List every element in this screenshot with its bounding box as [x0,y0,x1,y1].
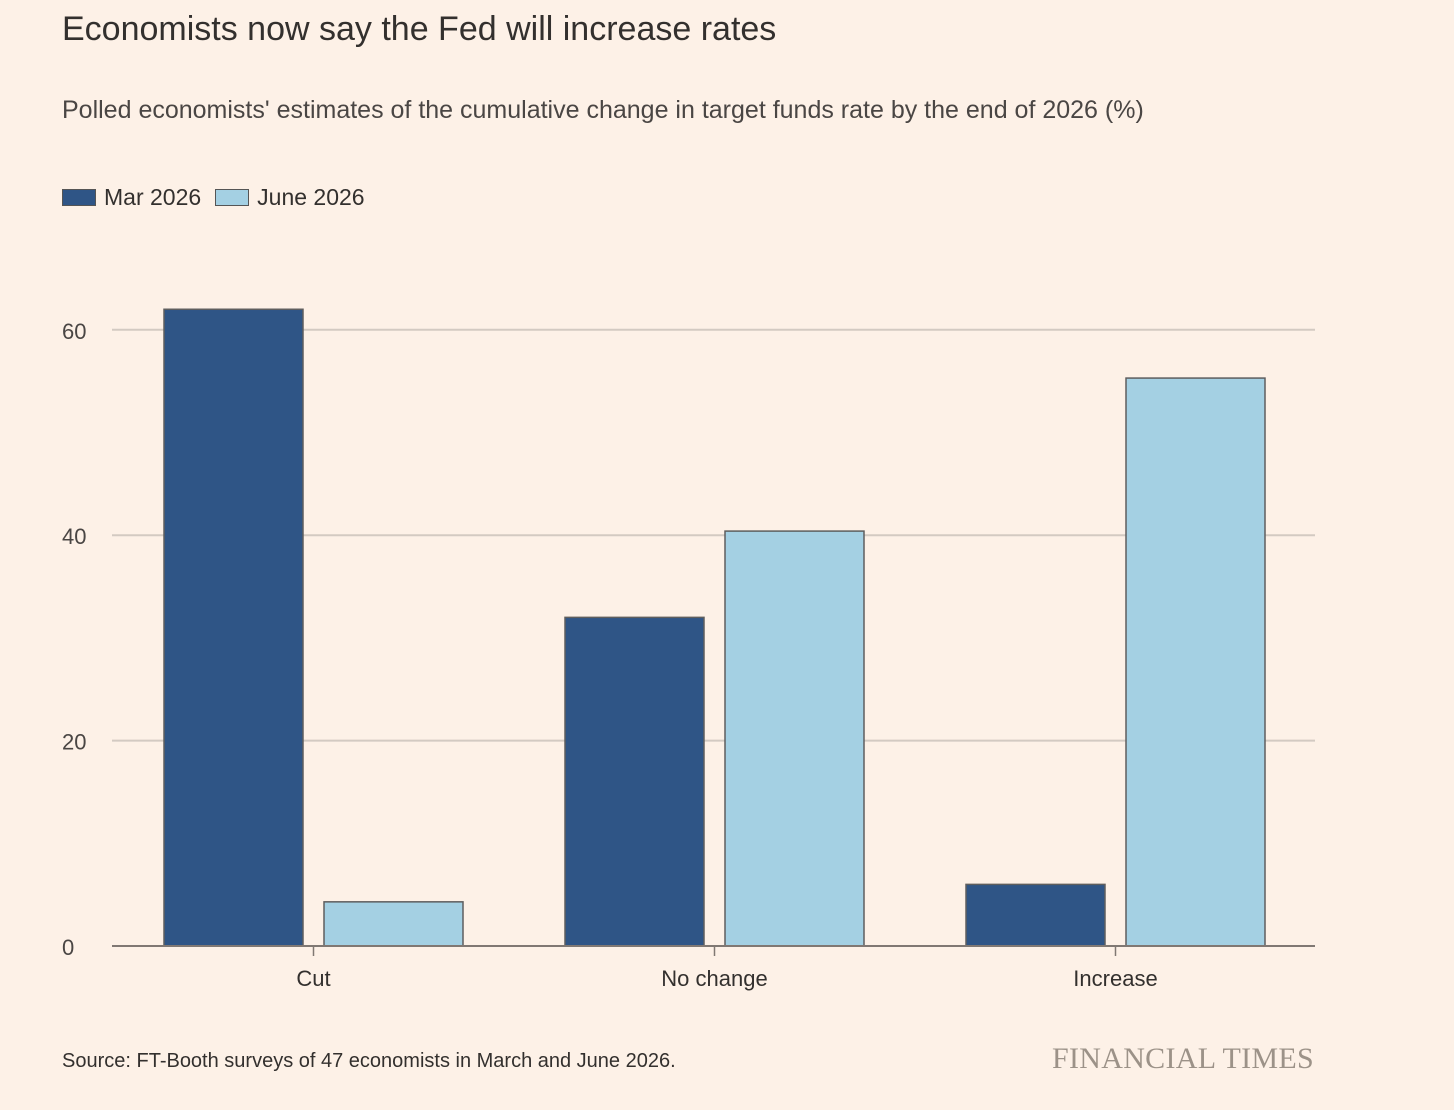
bar-mar-cut [163,308,304,947]
legend: Mar 2026 June 2026 [62,184,379,211]
chart-subtitle: Polled economists' estimates of the cumu… [62,96,1144,124]
legend-label-june: June 2026 [257,184,365,210]
ft-logo: FINANCIAL TIMES [1052,1042,1315,1075]
bar-chart: 0 20 40 60 Cut No change Increase [62,308,1315,991]
y-tick-label-20: 20 [62,730,86,755]
x-tick-label-increase: Increase [1073,966,1157,991]
legend-swatch-june [215,189,250,206]
bar-june-no-change [724,530,865,947]
legend-swatch-mar [62,189,96,206]
x-tick-label-cut: Cut [296,966,330,991]
source-note: Source: FT-Booth surveys of 47 economist… [62,1050,676,1072]
bar-june-cut [323,901,464,947]
y-tick-label-60: 60 [62,319,86,344]
bar-mar-no-change [564,616,705,947]
y-tick-label-0: 0 [62,935,74,960]
bar-june-increase [1125,377,1266,947]
chart-title: Economists now say the Fed will increase… [62,10,777,48]
x-tick-label-no-change: No change [661,966,767,991]
legend-label-mar: Mar 2026 [104,184,202,210]
legend-item-june: June 2026 [215,184,365,211]
bar-mar-increase [965,883,1106,947]
legend-item-mar: Mar 2026 [62,184,201,211]
y-tick-label-40: 40 [62,524,86,549]
